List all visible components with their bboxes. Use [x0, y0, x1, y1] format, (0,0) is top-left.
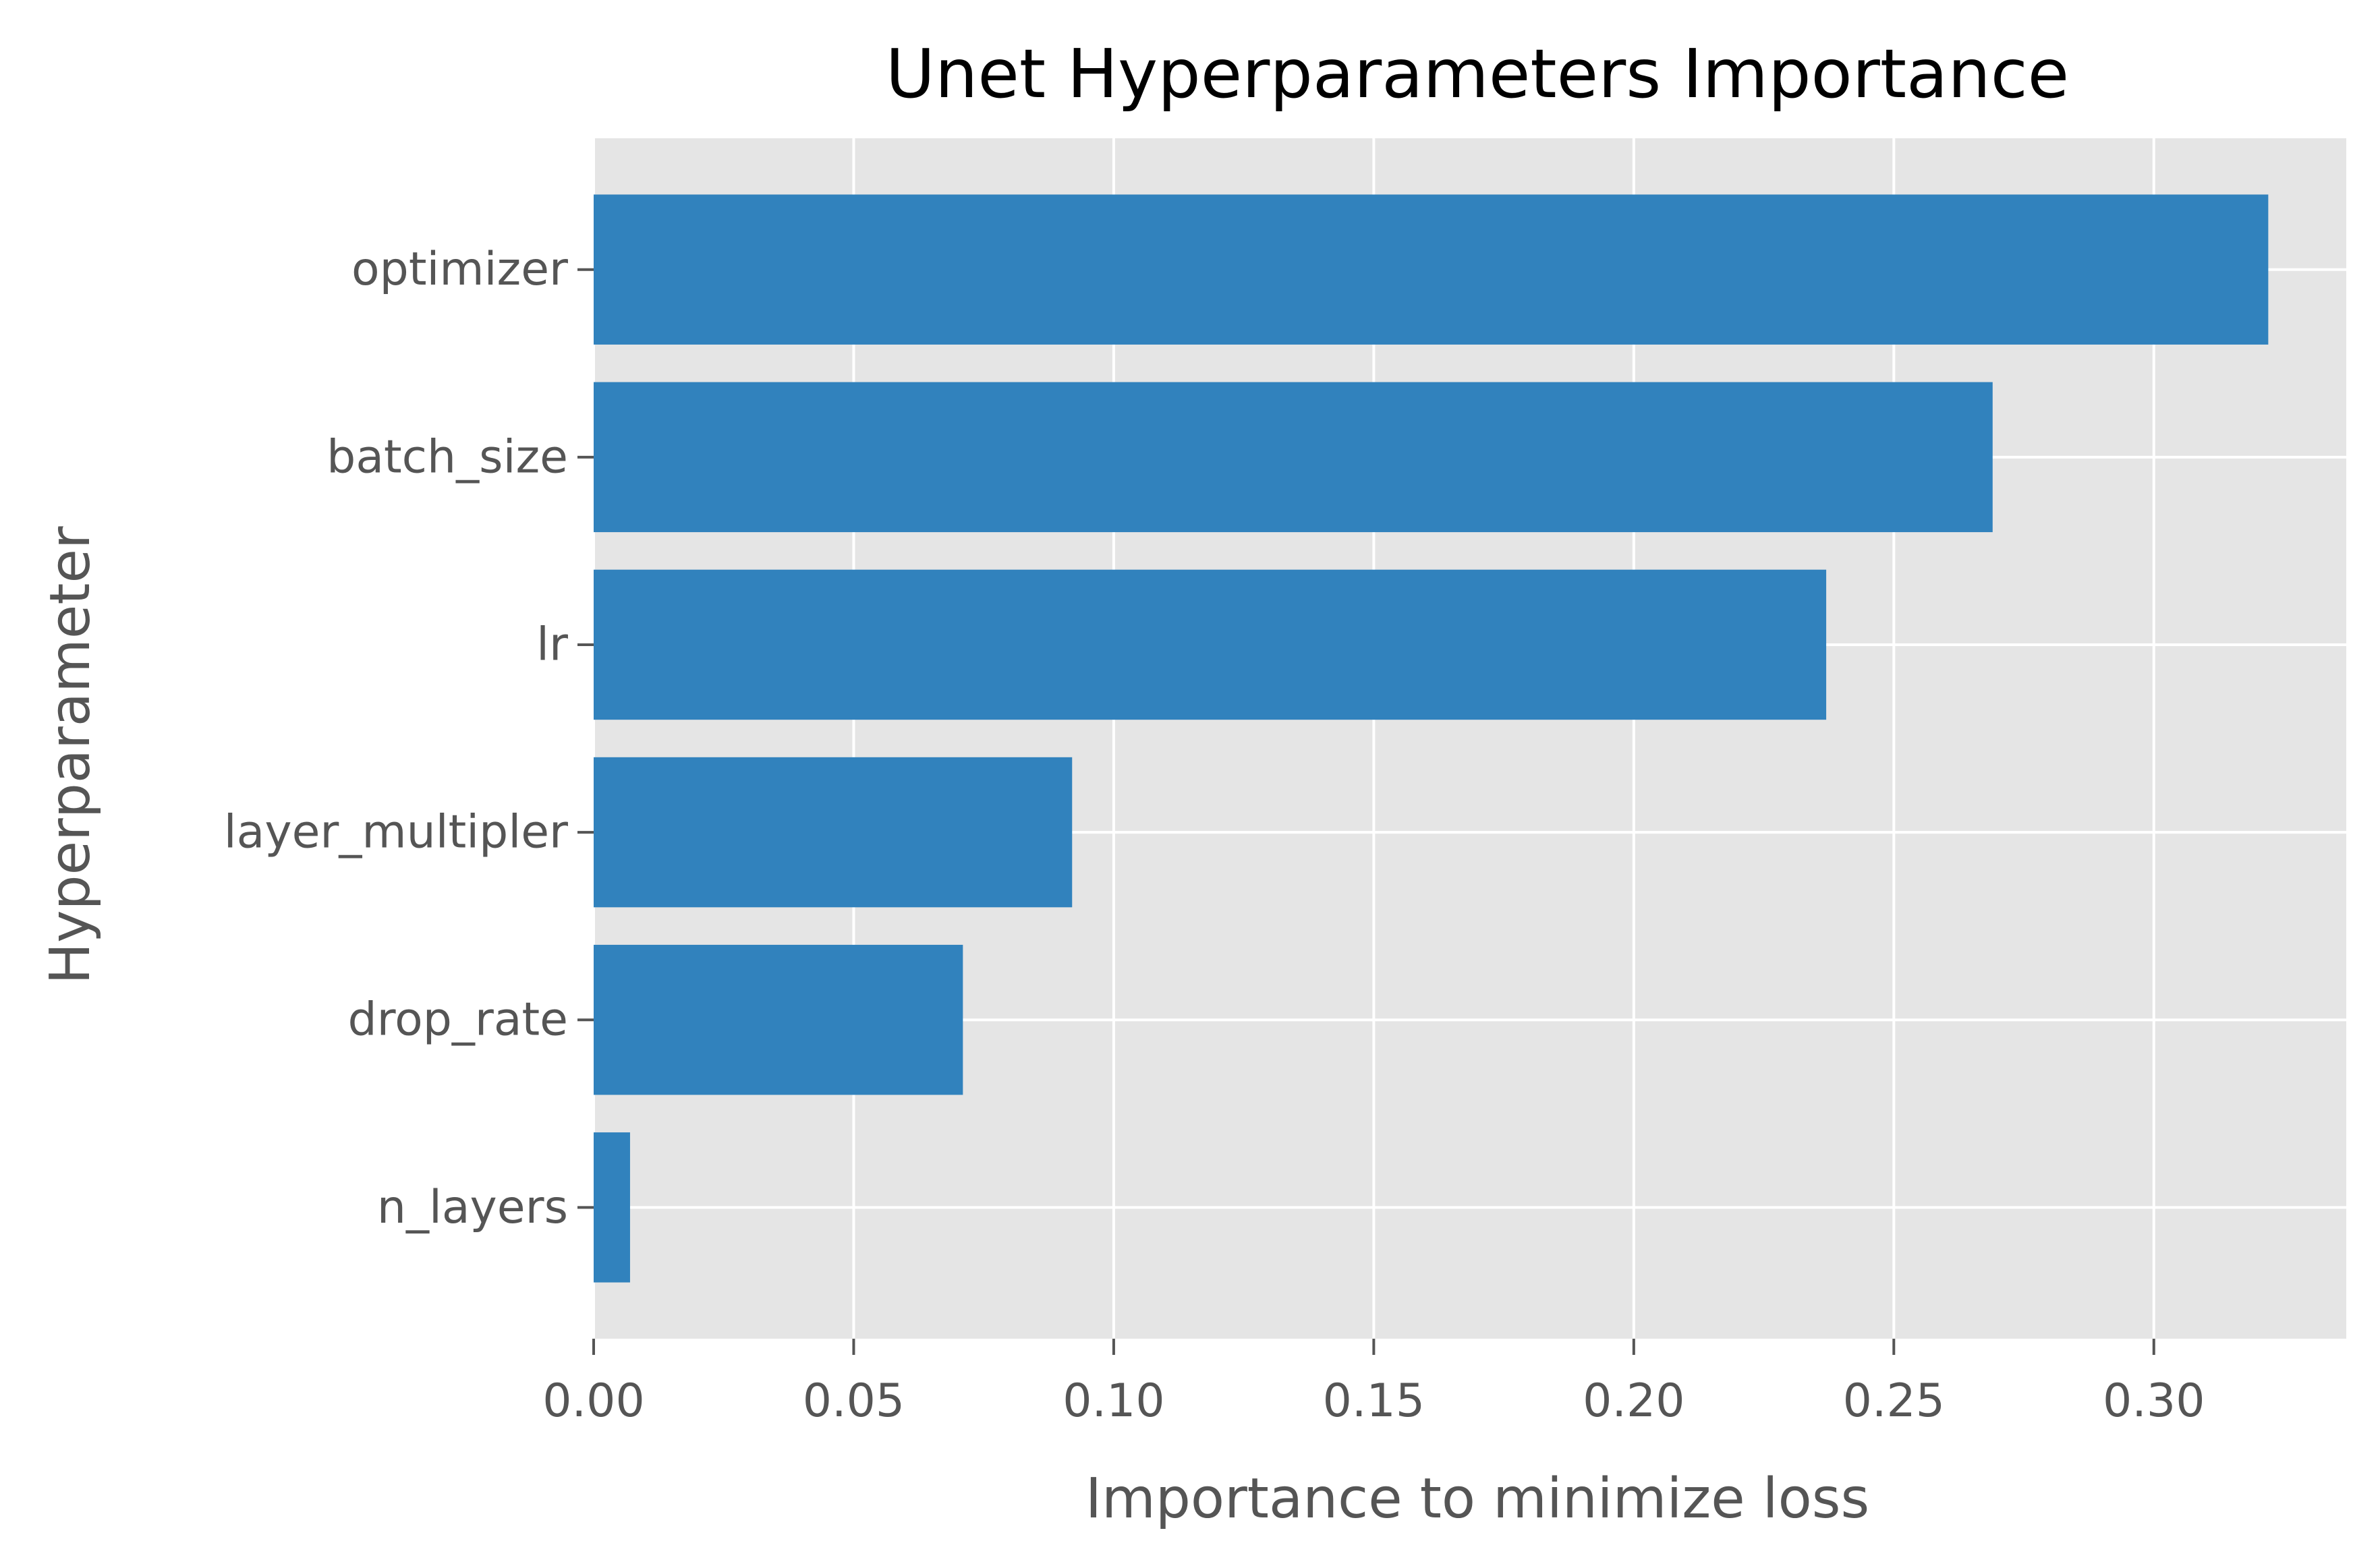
x-tick-label: 0.00	[542, 1374, 644, 1428]
x-axis-ticks: 0.00 0.05 0.10 0.15 0.20 0.25 0.30	[542, 1339, 2205, 1428]
y-tick-label: batch_size	[327, 430, 568, 484]
bar-batch_size	[594, 382, 1993, 533]
x-tick-label: 0.10	[1062, 1374, 1164, 1428]
x-tick-label: 0.25	[1843, 1374, 1945, 1428]
bar-n_layers	[594, 1132, 630, 1283]
y-tick-label: lr	[536, 618, 568, 671]
x-tick-label: 0.30	[2103, 1374, 2205, 1428]
bar-optimizer	[594, 194, 2269, 345]
chart-title: Unet Hyperparameters Importance	[886, 34, 2069, 113]
y-tick-label: drop_rate	[347, 993, 568, 1047]
x-tick-label: 0.05	[803, 1374, 905, 1428]
y-tick-label: n_layers	[377, 1181, 568, 1234]
bar-lr	[594, 569, 1827, 720]
bar-layer_multipler	[594, 757, 1073, 908]
bars	[594, 194, 2269, 1283]
y-tick-label: layer_multipler	[224, 806, 568, 859]
x-axis-label: Importance to minimize loss	[1085, 1467, 1869, 1531]
bar-drop_rate	[594, 944, 963, 1095]
x-tick-label: 0.20	[1583, 1374, 1684, 1428]
y-axis-label: Hyperparameter	[38, 526, 103, 985]
y-tick-label: optimizer	[351, 243, 568, 296]
x-tick-label: 0.15	[1323, 1374, 1425, 1428]
